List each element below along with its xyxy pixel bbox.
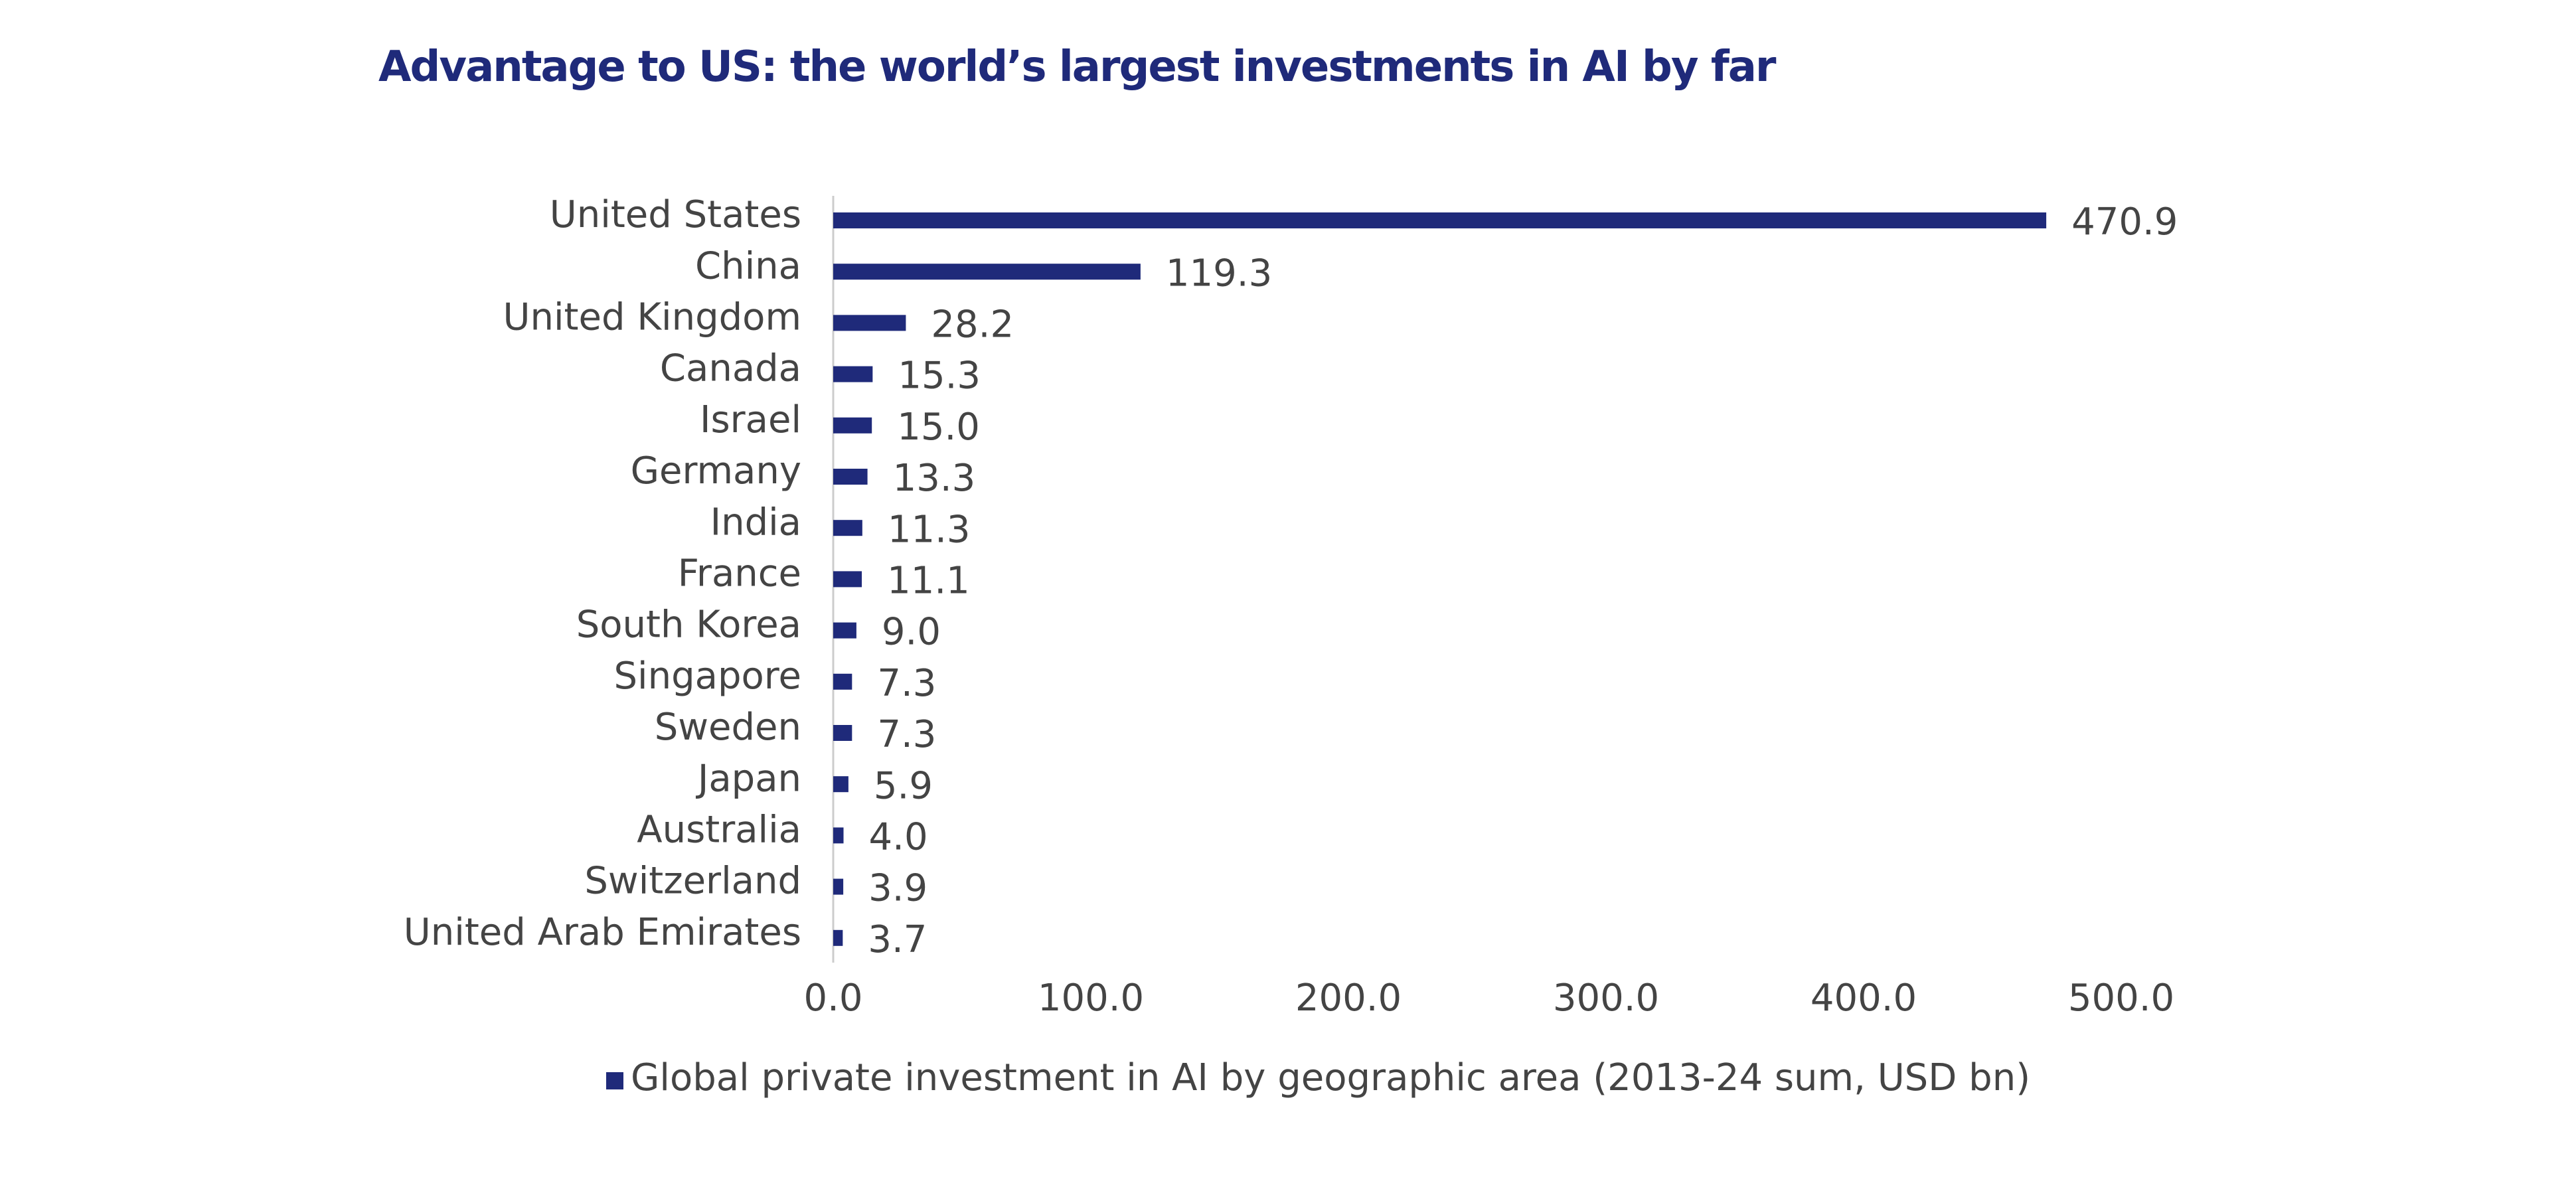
bar bbox=[833, 673, 852, 690]
y-tick-label: United Kingdom bbox=[503, 296, 801, 339]
legend-label: Global private investment in AI by geogr… bbox=[631, 1056, 2030, 1099]
bar bbox=[833, 725, 852, 741]
value-label: 5.9 bbox=[874, 764, 933, 807]
y-tick-label: Sweden bbox=[655, 706, 801, 749]
bar bbox=[833, 212, 2047, 228]
bar bbox=[833, 315, 906, 331]
y-tick-label: Japan bbox=[696, 757, 801, 800]
y-tick-label: United States bbox=[550, 193, 801, 236]
value-label: 3.9 bbox=[868, 867, 927, 910]
y-tick-label: Germany bbox=[631, 449, 801, 493]
bar bbox=[833, 929, 843, 946]
value-label: 7.3 bbox=[877, 662, 936, 705]
legend-swatch bbox=[606, 1072, 623, 1089]
y-tick-label: France bbox=[678, 552, 801, 596]
value-label: 28.2 bbox=[931, 303, 1014, 347]
x-tick-label: 0.0 bbox=[803, 977, 862, 1020]
value-label: 15.3 bbox=[898, 355, 981, 398]
y-tick-label: Singapore bbox=[613, 655, 801, 698]
value-label: 11.3 bbox=[888, 508, 971, 551]
bar bbox=[833, 417, 872, 434]
y-tick-label: Canada bbox=[660, 347, 801, 390]
y-tick-label: India bbox=[710, 501, 801, 544]
value-label: 9.0 bbox=[882, 611, 941, 654]
bar bbox=[833, 776, 848, 793]
value-label: 15.0 bbox=[897, 406, 980, 449]
y-tick-label: China bbox=[695, 244, 801, 287]
value-label: 3.7 bbox=[868, 918, 927, 961]
bar bbox=[833, 878, 844, 895]
value-label: 7.3 bbox=[877, 713, 936, 756]
x-tick-label: 300.0 bbox=[1553, 977, 1659, 1020]
x-tick-label: 400.0 bbox=[1811, 977, 1917, 1020]
chart-title: Advantage to US: the world’s largest inv… bbox=[378, 42, 1777, 92]
y-tick-label: South Korea bbox=[576, 603, 801, 647]
value-label: 13.3 bbox=[893, 457, 976, 500]
y-tick-label: Australia bbox=[637, 809, 801, 852]
value-label: 11.1 bbox=[887, 560, 970, 603]
value-label: 470.9 bbox=[2071, 200, 2178, 244]
x-tick-label: 200.0 bbox=[1295, 977, 1402, 1020]
value-label: 119.3 bbox=[1166, 252, 1272, 295]
x-tick-label: 500.0 bbox=[2068, 977, 2174, 1020]
bar bbox=[833, 366, 873, 382]
bar bbox=[833, 469, 868, 485]
bar bbox=[833, 827, 844, 844]
bar bbox=[833, 264, 1141, 280]
y-tick-label: United Arab Emirates bbox=[404, 911, 801, 954]
value-label: 4.0 bbox=[869, 816, 928, 859]
bar bbox=[833, 571, 862, 588]
y-tick-label: Israel bbox=[700, 398, 801, 441]
y-tick-label: Switzerland bbox=[584, 860, 801, 903]
bar bbox=[833, 520, 862, 536]
bar bbox=[833, 622, 856, 639]
x-tick-label: 100.0 bbox=[1038, 977, 1144, 1020]
